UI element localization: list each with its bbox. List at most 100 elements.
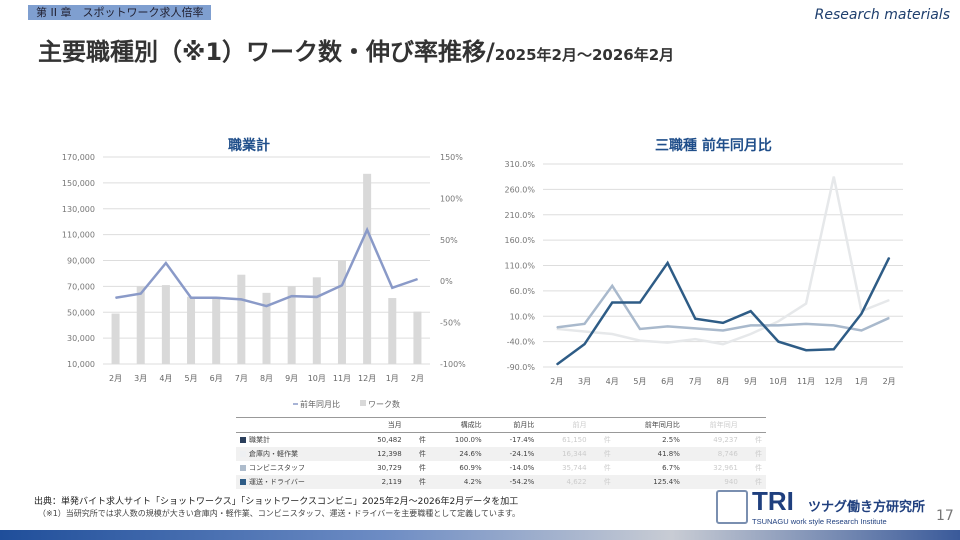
cell: 50,482 (377, 436, 402, 444)
cell: 件 (741, 475, 766, 489)
cell: 4,622 (538, 475, 591, 489)
data-point (266, 305, 267, 307)
cell: 24.6% (429, 447, 486, 461)
data-point (833, 176, 835, 178)
x-tick-label: 12月 (825, 377, 843, 386)
x-tick-label: 2月 (883, 377, 896, 386)
bar (187, 296, 196, 364)
y-tick-label: 70,000 (67, 282, 95, 291)
source-note: 出典：単発バイト求人サイト「ショットワークス」「ショットワークスコンビニ」202… (34, 497, 519, 507)
title-period: 2025年2月～2026年2月 (494, 46, 675, 64)
y2-tick-label: -100% (440, 360, 466, 369)
series-line (556, 176, 890, 346)
row-label: 運送・ドライバー (236, 475, 354, 489)
x-tick-label: 6月 (210, 374, 223, 383)
data-point (115, 297, 117, 299)
data-point (611, 333, 613, 335)
column-header: 構成比 (429, 417, 486, 433)
x-tick-label: 1月 (386, 374, 399, 383)
cell: 12,398 (353, 447, 406, 461)
y-tick-label: 60.0% (510, 287, 536, 296)
y-tick-label: 260.0% (504, 185, 535, 194)
y2-tick-label: -50% (440, 319, 461, 328)
logo-tri: TRI (752, 486, 794, 516)
data-point (584, 343, 586, 345)
data-point (556, 363, 558, 365)
cell: 49,237 (713, 436, 738, 444)
cell: 件 (603, 464, 611, 472)
left-chart-title: 職業計 (228, 138, 270, 154)
cell: 件 (755, 436, 762, 444)
cell: 41.8% (614, 447, 684, 461)
y-tick-label: 210.0% (504, 211, 535, 220)
definition-note: （※1）当研究所では求人数の規模が大きい倉庫内・軽作業、コンビニスタッフ、運送・… (38, 509, 521, 518)
cell: -14.0% (509, 464, 535, 472)
cell: 件 (755, 464, 762, 472)
data-point (240, 298, 242, 300)
data-point (341, 284, 343, 286)
data-point (556, 328, 558, 330)
data-point (694, 338, 696, 340)
data-point (140, 293, 142, 295)
cell: 8,746 (683, 447, 742, 461)
column-header: 前月 (538, 417, 591, 433)
cell: 32,961 (713, 464, 738, 472)
page-title: 主要職種別（※1）ワーク数・伸び率推移/2025年2月～2026年2月 (38, 32, 674, 67)
column-header (405, 417, 430, 433)
x-tick-label: 2月 (109, 374, 122, 383)
data-point (611, 285, 613, 287)
cell: 35,744 (562, 464, 587, 472)
column-header (741, 417, 766, 433)
cell: 件 (418, 464, 426, 472)
y2-tick-label: 100% (440, 194, 463, 203)
cell: 件 (418, 436, 426, 444)
y-tick-label: 30,000 (67, 334, 95, 343)
data-point (750, 324, 752, 326)
table-row: 運送・ドライバー 2,119 件 4.2% -54.2% 4,622 件 125.4% 940 件 (236, 475, 766, 489)
bar (413, 311, 422, 364)
y-tick-label: 150,000 (62, 179, 95, 188)
cell: -24.1% (485, 447, 539, 461)
data-point (190, 297, 192, 299)
x-tick-label: 5月 (184, 374, 197, 383)
x-tick-label: 12月 (358, 374, 376, 383)
footer-bar (0, 530, 960, 540)
data-point (584, 330, 586, 332)
row-label: コンビニスタッフ (236, 461, 353, 475)
data-point (366, 229, 368, 231)
bar (212, 296, 221, 364)
x-tick-label: 1月 (855, 377, 868, 386)
data-point (639, 340, 641, 342)
data-point (694, 318, 696, 320)
x-tick-label: 4月 (159, 374, 172, 383)
data-point (860, 313, 862, 315)
x-tick-label: 7月 (235, 374, 248, 383)
y2-tick-label: 50% (440, 236, 458, 245)
y-tick-label: 10.0% (510, 312, 536, 321)
cell: -17.4% (509, 436, 535, 444)
logo-jp: ツナグ働き方研究所 (808, 500, 926, 515)
bar (312, 277, 321, 364)
cell: 61,150 (562, 436, 587, 444)
x-tick-label: 3月 (578, 377, 591, 386)
cell: 件 (741, 447, 766, 461)
data-point (777, 320, 779, 322)
bar (287, 286, 296, 364)
data-point (694, 327, 696, 329)
cell: 4.2% (429, 475, 486, 489)
data-point (556, 326, 558, 328)
data-point (667, 342, 669, 344)
bar (161, 285, 170, 364)
x-tick-label: 6月 (661, 377, 674, 386)
column-header (590, 417, 615, 433)
cell: 2,119 (353, 475, 406, 489)
data-point (416, 278, 418, 280)
y-tick-label: 50,000 (67, 308, 95, 317)
y-tick-label: 310.0% (504, 160, 535, 169)
data-point (833, 348, 835, 350)
data-point (777, 324, 779, 326)
y-tick-label: 110,000 (62, 231, 95, 240)
data-point (888, 299, 890, 301)
x-tick-label: 9月 (285, 374, 298, 383)
row-label: 倉庫内・軽作業 (236, 447, 354, 461)
